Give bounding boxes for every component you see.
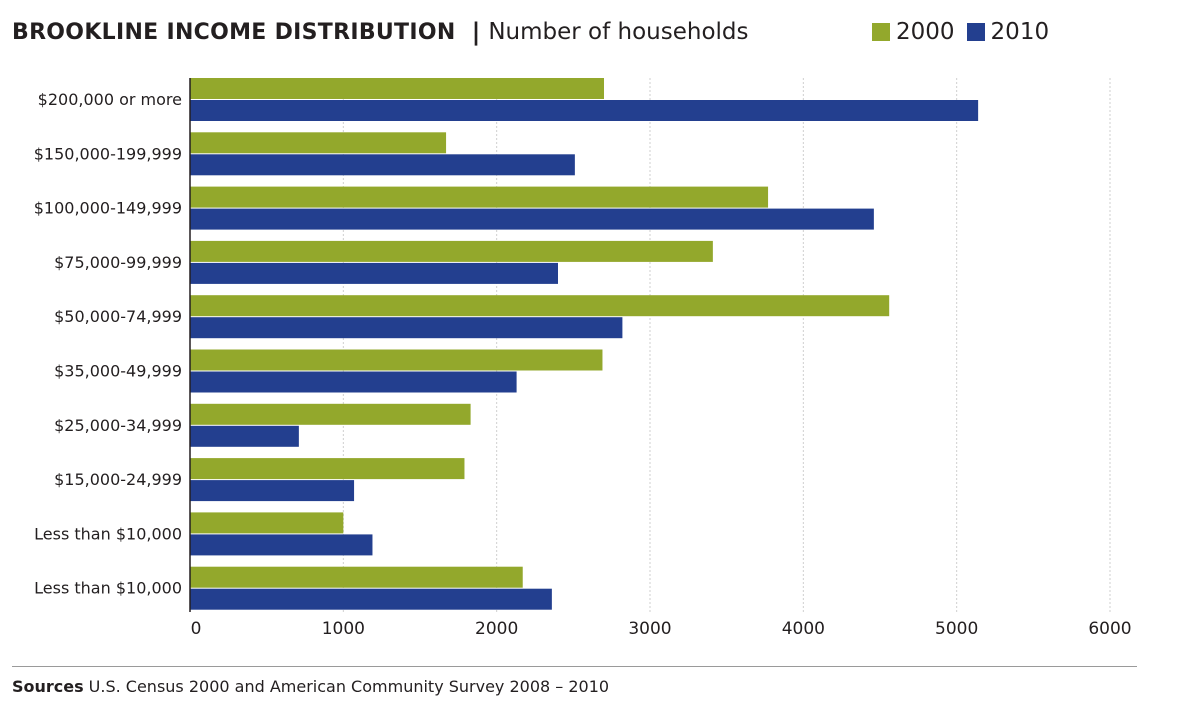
category-label: $150,000-199,999 [34, 144, 182, 163]
category-label: Less than $10,000 [34, 579, 182, 598]
bar-2000 [190, 240, 713, 262]
x-tick-label: 1000 [322, 619, 365, 639]
bar-2010 [190, 371, 517, 393]
bar-2000 [190, 512, 344, 534]
bar-2000 [190, 132, 447, 154]
bar-2000 [190, 78, 604, 99]
bar-2010 [190, 100, 979, 121]
bar-2010 [190, 262, 558, 284]
category-label: $15,000-24,999 [54, 470, 182, 489]
legend-swatch-2010 [966, 23, 985, 41]
x-tick-label: 0 [191, 619, 202, 639]
source-note: Sources U.S. Census 2000 and American Com… [12, 677, 609, 696]
bar-2010 [190, 588, 552, 610]
category-label: $35,000-49,999 [54, 362, 182, 381]
bar-2000 [190, 349, 603, 371]
x-tick-label: 4000 [782, 619, 825, 639]
x-tick-label: 2000 [475, 619, 518, 639]
bar-2000 [190, 458, 465, 480]
source-label: Sources [12, 677, 84, 696]
category-label: Less than $10,000 [34, 524, 182, 543]
footer-divider [12, 666, 1137, 667]
legend-item-2000: 2000 [872, 19, 955, 45]
bar-2010 [190, 154, 575, 176]
x-tick-label: 6000 [1088, 619, 1131, 639]
bar-2000 [190, 403, 471, 425]
bar-2000 [190, 186, 769, 208]
chart-subtitle: Number of households [488, 19, 749, 45]
x-tick-label: 3000 [628, 619, 671, 639]
title-separator: | [471, 18, 481, 46]
legend: 2000 2010 [872, 16, 1061, 48]
bar-2010 [190, 480, 355, 502]
chart-header: BROOKLINE INCOME DISTRIBUTION | Number o… [12, 14, 749, 50]
x-tick-label: 5000 [935, 619, 978, 639]
bar-2010 [190, 534, 373, 556]
category-label: $50,000-74,999 [54, 307, 182, 326]
category-label: $200,000 or more [38, 90, 182, 109]
legend-label-2000: 2000 [896, 19, 955, 45]
bar-2010 [190, 317, 623, 339]
category-label: $75,000-99,999 [54, 253, 182, 272]
category-label: $100,000-149,999 [34, 199, 182, 218]
chart-title: BROOKLINE INCOME DISTRIBUTION [12, 19, 456, 45]
legend-item-2010: 2010 [966, 19, 1050, 45]
category-label: $25,000-34,999 [54, 416, 182, 435]
legend-label-2010: 2010 [990, 19, 1050, 45]
bar-2010 [190, 425, 299, 447]
source-text: U.S. Census 2000 and American Community … [88, 677, 610, 696]
bar-2010 [190, 208, 874, 230]
legend-swatch-2000 [872, 23, 890, 41]
bar-2000 [190, 295, 890, 317]
bar-2000 [190, 566, 523, 588]
